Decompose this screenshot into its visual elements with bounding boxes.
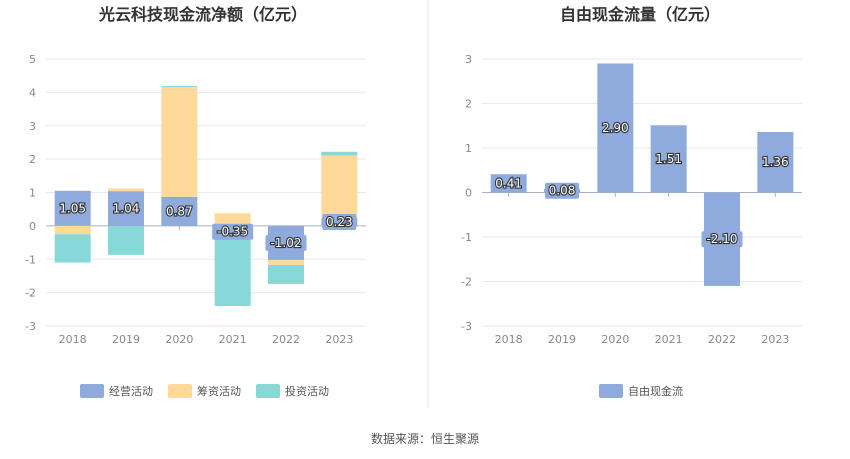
legend-swatch — [256, 384, 280, 398]
x-tick-label: 2020 — [601, 333, 629, 346]
x-tick-label: 2022 — [272, 333, 300, 346]
y-tick-label: -2 — [25, 287, 36, 300]
data-label: -1.02 — [270, 236, 301, 250]
x-tick-label: 2023 — [761, 333, 789, 346]
legend-swatch — [168, 384, 192, 398]
data-label: 0.41 — [495, 176, 522, 190]
y-tick-label: 2 — [465, 98, 472, 111]
data-label: 1.36 — [762, 155, 789, 169]
bar-2 — [214, 213, 251, 226]
data-label: -0.35 — [217, 225, 248, 239]
data-label: 1.05 — [59, 201, 86, 215]
x-tick-label: 2018 — [59, 333, 87, 346]
y-tick-label: 5 — [29, 53, 36, 66]
bar-3 — [321, 151, 358, 156]
chart-title: 自由现金流量（亿元） — [560, 5, 720, 24]
y-tick-label: -3 — [461, 320, 472, 333]
y-tick-label: -3 — [25, 320, 36, 333]
data-label-bg — [701, 231, 743, 248]
x-tick-label: 2019 — [112, 333, 140, 346]
legend-swatch — [599, 384, 623, 398]
bar-3 — [268, 264, 304, 284]
bar-2 — [108, 188, 144, 192]
data-label-bg — [598, 119, 633, 136]
bar-2 — [54, 225, 91, 235]
data-label: 0.23 — [326, 215, 353, 229]
x-tick-label: 2021 — [219, 333, 247, 346]
y-tick-label: 0 — [465, 187, 472, 200]
chart-title: 光云科技现金流净额（亿元） — [98, 5, 307, 24]
y-tick-label: -1 — [25, 253, 36, 266]
data-label: 1.51 — [655, 152, 682, 166]
data-source: 数据来源：恒生聚源 — [370, 432, 479, 446]
y-tick-label: 3 — [29, 120, 36, 133]
data-label: -2.10 — [706, 232, 737, 246]
bar-3 — [214, 237, 251, 306]
data-label: 2.90 — [602, 121, 629, 135]
data-label: 0.87 — [166, 204, 193, 218]
bar-3 — [161, 86, 198, 88]
bar-3 — [108, 225, 144, 255]
bar-3 — [54, 234, 91, 263]
legend-label: 经营活动 — [109, 384, 153, 398]
data-label-bg — [545, 182, 579, 199]
data-label-bg — [265, 234, 307, 251]
bar-2 — [268, 259, 304, 265]
data-label-bg — [162, 203, 197, 220]
data-label-bg — [322, 214, 357, 231]
data-label: 1.04 — [113, 202, 140, 216]
legend-swatch — [80, 384, 104, 398]
x-tick-label: 2018 — [495, 333, 523, 346]
y-tick-label: 4 — [29, 86, 36, 99]
data-label-bg — [109, 200, 143, 217]
data-label-bg — [651, 150, 686, 167]
x-tick-label: 2021 — [655, 333, 683, 346]
x-tick-label: 2023 — [325, 333, 353, 346]
x-tick-label: 2022 — [708, 333, 736, 346]
bar-2 — [321, 155, 358, 219]
x-tick-label: 2019 — [548, 333, 576, 346]
data-label-bg — [491, 175, 526, 192]
chart-1: 光云科技现金流净额（亿元） -3 -2 -1 0 1 2 3 4 5 2018 2019 2020 202… — [25, 5, 366, 398]
data-label-bg — [55, 200, 90, 217]
y-tick-label: 1 — [29, 187, 36, 200]
y-tick-label: -2 — [461, 276, 472, 289]
x-tick-label: 2020 — [165, 333, 193, 346]
y-tick-label: 1 — [465, 142, 472, 155]
y-tick-label: 3 — [465, 53, 472, 66]
y-tick-label: 0 — [29, 220, 36, 233]
legend-label: 筹资活动 — [197, 384, 241, 398]
data-label-bg — [758, 154, 793, 171]
data-label: 0.08 — [549, 184, 576, 198]
legend-label: 自由现金流 — [628, 384, 683, 398]
legend-label: 投资活动 — [285, 384, 329, 398]
chart-2: 自由现金流量（亿元） -3 -2 -1 0 1 2 3 2018 2019 2020 2021 2022… — [461, 5, 802, 398]
y-tick-label: -1 — [461, 231, 472, 244]
data-label-bg — [212, 223, 254, 240]
bar-2 — [161, 86, 198, 197]
y-tick-label: 2 — [29, 153, 36, 166]
